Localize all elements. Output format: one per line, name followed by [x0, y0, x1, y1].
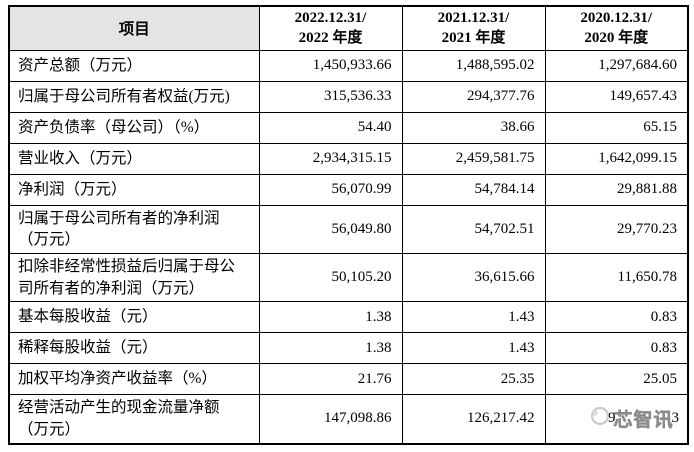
cell-value: 0.83	[544, 301, 689, 334]
cell-value: 1,450,933.66	[258, 49, 403, 82]
cell-value: 1.38	[258, 332, 403, 365]
cell-value: 2,459,581.75	[401, 142, 546, 175]
table-row: 扣除非经常性损益后归属于母公 司所有者的净利润（万元） 50,105.20 36…	[8, 252, 689, 303]
row-label-basic-eps: 基本每股收益（元）	[8, 301, 260, 334]
cell-value: 2,934,315.15	[258, 142, 403, 175]
table-row: 经营活动产生的现金流量净额 （万元） 147,098.86 126,217.42…	[8, 394, 689, 445]
visible-digit-prefix: 9	[607, 410, 616, 427]
header-item: 项目	[8, 5, 260, 51]
table-header-row: 项目 2022.12.31/ 2022 年度 2021.12.31/ 2021 …	[8, 5, 689, 51]
cell-value: 65.15	[544, 111, 689, 144]
cell-value: 294,377.76	[401, 80, 546, 113]
watermark: 9 芯智讯 3	[588, 405, 679, 432]
cell-value: 25.35	[401, 363, 546, 396]
cell-value: 11,650.78	[544, 252, 689, 303]
table-row: 加权平均净资产收益率（%） 21.76 25.35 25.05	[8, 363, 689, 396]
cell-value: 56,049.80	[258, 204, 403, 254]
cell-value: 50,105.20	[258, 252, 403, 303]
header-period-2020: 2020.12.31/ 2020 年度	[544, 5, 689, 51]
cell-value: 147,098.86	[258, 394, 403, 445]
table-row: 归属于母公司所有者权益(万元) 315,536.33 294,377.76 14…	[8, 80, 689, 113]
cell-value: 315,536.33	[258, 80, 403, 113]
cell-value: 54,784.14	[401, 173, 546, 206]
cell-value: 56,070.99	[258, 173, 403, 206]
cell-value: 1,642,099.15	[544, 142, 689, 175]
row-label-total-assets: 资产总额（万元）	[8, 49, 260, 82]
cell-value: 1.43	[401, 301, 546, 334]
visible-digit-suffix: 3	[671, 410, 680, 427]
row-label-parent-net-profit: 归属于母公司所有者的净利润 （万元）	[8, 204, 260, 254]
header-period-2022: 2022.12.31/ 2022 年度	[258, 5, 403, 51]
cell-value: 36,615.66	[401, 252, 546, 303]
table-row: 资产负债率（母公司）（%） 54.40 38.66 65.15	[8, 111, 689, 144]
financial-table: 项目 2022.12.31/ 2022 年度 2021.12.31/ 2021 …	[8, 5, 689, 445]
watermark-logo-icon	[588, 406, 612, 431]
row-label-revenue: 营业收入（万元）	[8, 142, 260, 175]
table-row: 资产总额（万元） 1,450,933.66 1,488,595.02 1,297…	[8, 49, 689, 82]
watermark-text: 芯智讯	[613, 410, 674, 432]
row-label-weighted-roe: 加权平均净资产收益率（%）	[8, 363, 260, 396]
row-label-operating-cash-flow: 经营活动产生的现金流量净额 （万元）	[8, 394, 260, 445]
cell-value: 1,297,684.60	[544, 49, 689, 82]
cell-value-obscured: 9 芯智讯 3	[544, 394, 689, 445]
cell-value: 0.83	[544, 332, 689, 365]
cell-value: 38.66	[401, 111, 546, 144]
row-label-net-profit: 净利润（万元）	[8, 173, 260, 206]
cell-value: 29,770.23	[544, 204, 689, 254]
table-row: 基本每股收益（元） 1.38 1.43 0.83	[8, 301, 689, 334]
cell-value: 54.40	[258, 111, 403, 144]
cell-value: 21.76	[258, 363, 403, 396]
row-label-deducted-net-profit: 扣除非经常性损益后归属于母公 司所有者的净利润（万元）	[8, 252, 260, 303]
cell-value: 1.43	[401, 332, 546, 365]
table-row: 净利润（万元） 56,070.99 54,784.14 29,881.88	[8, 173, 689, 206]
table-row: 稀释每股收益（元） 1.38 1.43 0.83	[8, 332, 689, 365]
row-label-parent-equity: 归属于母公司所有者权益(万元)	[8, 80, 260, 113]
table-row: 营业收入（万元） 2,934,315.15 2,459,581.75 1,642…	[8, 142, 689, 175]
row-label-diluted-eps: 稀释每股收益（元）	[8, 332, 260, 365]
cell-value: 126,217.42	[401, 394, 546, 445]
cell-value: 149,657.43	[544, 80, 689, 113]
table-row: 归属于母公司所有者的净利润 （万元） 56,049.80 54,702.51 2…	[8, 204, 689, 254]
cell-value: 1.38	[258, 301, 403, 334]
cell-value: 25.05	[544, 363, 689, 396]
cell-value: 1,488,595.02	[401, 49, 546, 82]
cell-value: 29,881.88	[544, 173, 689, 206]
header-period-2021: 2021.12.31/ 2021 年度	[401, 5, 546, 51]
row-label-debt-ratio: 资产负债率（母公司）（%）	[8, 111, 260, 144]
cell-value: 54,702.51	[401, 204, 546, 254]
